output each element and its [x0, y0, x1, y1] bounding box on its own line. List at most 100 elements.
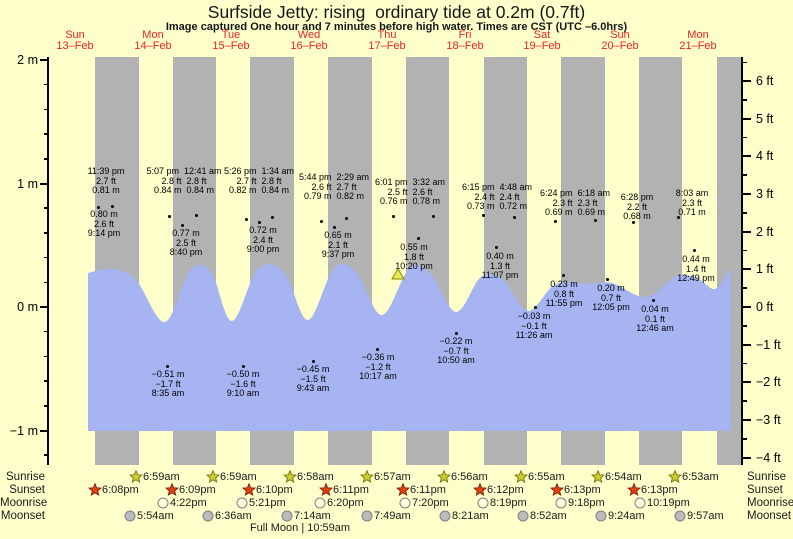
- left-axis-major-tick: [40, 183, 48, 185]
- moonset-time: 7:14am: [294, 510, 331, 522]
- tide-annotation-line: 10:50 am: [437, 355, 475, 365]
- moonset-moon-icon: [674, 510, 686, 522]
- sunset-star-icon: [473, 483, 487, 496]
- tide-annotation-line: 2.7 ft 2.8 ft: [236, 175, 282, 186]
- sunrise-time: 6:56am: [451, 471, 488, 483]
- tide-point-dot: [454, 331, 458, 335]
- tide-annotation-line: 0.80 m: [90, 209, 118, 219]
- day-date: 13–Feb: [56, 40, 94, 52]
- sunset-star-icon: [242, 483, 256, 496]
- tide-annotation-line: 11:55 pm: [545, 298, 583, 308]
- tide-annotation: −0.50 m −1.6 ft 9:10 am: [227, 369, 260, 399]
- sunset-time: 6:13pm: [564, 484, 601, 496]
- tide-annotation-line: 0.20 m: [597, 283, 625, 293]
- sunset-time: 6:08pm: [102, 484, 139, 496]
- tide-annotation: 0.20 m 0.7 ft 12:05 pm: [592, 283, 630, 313]
- left-axis-label: 1 m: [17, 177, 38, 191]
- tide-annotation: 5:07 pm 12:41 am 2.8 ft 2.8 ft 0.84 m 0.84…: [146, 166, 221, 196]
- right-axis-major-tick: [743, 268, 751, 270]
- tide-annotation: 6:24 pm 6:18 am 2.3 ft 2.3 ft 0.69 m 0.69 …: [540, 188, 610, 218]
- tide-annotation: 6:28 pm 2.2 ft 0.68 m: [620, 192, 654, 222]
- right-axis-minor-tick: [743, 99, 747, 101]
- tide-point-dot: [416, 236, 420, 240]
- moonset-time: 9:24am: [608, 510, 645, 522]
- sunset-time: 6:13pm: [641, 484, 678, 496]
- right-axis-major-tick: [743, 306, 751, 308]
- tide-annotation-line: −0.45 m: [296, 364, 330, 374]
- day-label: Thu 17–Feb: [368, 30, 405, 52]
- tide-annotation: −0.22 m −0.7 ft 10:50 am: [437, 336, 475, 366]
- tide-point-dot: [332, 225, 336, 229]
- tide-annotation: 0.72 m 2.4 ft 9:00 pm: [247, 225, 280, 255]
- tide-point-dot: [533, 305, 537, 309]
- right-axis-minor-tick: [743, 437, 747, 440]
- day-label: Tue 15–Feb: [212, 30, 249, 52]
- tide-annotation-line: 2.4 ft: [252, 234, 273, 245]
- moonrise-time: 10:19pm: [647, 497, 690, 509]
- sunrise-star-icon: [129, 470, 143, 483]
- moonset-time: 5:54am: [137, 510, 174, 522]
- moonrise-moon-icon: [634, 497, 646, 509]
- tide-annotation-line: 0.8 ft: [553, 288, 575, 299]
- day-date: 20–Feb: [601, 40, 639, 52]
- day-name: Mon: [142, 29, 164, 41]
- day-name: Mon: [687, 29, 709, 41]
- tide-annotation-line: −0.1 ft: [521, 320, 547, 331]
- day-name: Fri: [458, 29, 472, 41]
- tide-annotation: 5:44 pm 2:29 am 2.6 ft 2.7 ft 0.79 m 0.82 …: [299, 172, 369, 202]
- sunrise-time: 6:53am: [682, 471, 719, 483]
- tide-annotation: 0.80 m 2.6 ft 9:14 pm: [87, 209, 121, 239]
- right-axis-label: 3 ft: [756, 187, 774, 201]
- moonset-moon-icon: [517, 510, 529, 522]
- tide-annotation-line: 12:46 am: [636, 323, 674, 333]
- tide-annotation-line: 2.3 ft 2.3 ft: [552, 197, 598, 208]
- day-label: Sat 19–Feb: [523, 30, 560, 52]
- tide-point-dot: [375, 347, 379, 351]
- right-axis-label: 0 ft: [756, 300, 774, 314]
- tide-annotation-line: 6:28 pm: [620, 192, 654, 202]
- moonrise-moon-icon: [399, 497, 411, 509]
- tide-annotation-line: 9:14 pm: [87, 228, 121, 238]
- tide-point-dot: [494, 245, 498, 249]
- right-axis-label: −2 ft: [756, 375, 781, 389]
- tide-point-dot: [553, 219, 557, 223]
- tide-annotation-line: 0.76 m 0.78 m: [379, 196, 441, 206]
- sunrise-time: 6:59am: [220, 471, 257, 483]
- tide-point-dot: [631, 220, 635, 224]
- tide-annotation-line: 2.1 ft: [327, 239, 348, 250]
- moonrise-moon-icon: [157, 497, 169, 509]
- tide-point-dot: [96, 205, 100, 209]
- day-name: Wed: [297, 29, 321, 41]
- moonrise-time: 5:21pm: [249, 497, 286, 509]
- tide-point-dot: [270, 215, 274, 219]
- right-axis-label: 1 ft: [756, 262, 774, 276]
- tide-annotation-line: −0.22 m: [439, 336, 473, 346]
- sunrise-time: 6:54am: [605, 471, 642, 483]
- sunset-star-icon: [627, 483, 641, 496]
- tide-annotation-line: 12:05 pm: [592, 302, 630, 312]
- right-axis-minor-tick: [743, 325, 747, 327]
- tide-annotation: −0.03 m −0.1 ft 11:26 am: [516, 311, 553, 341]
- left-axis-minor-tick: [44, 405, 48, 407]
- tide-annotation-line: 1.3 ft: [489, 260, 511, 271]
- tide-annotation: 6:15 pm 4:48 am 2.4 ft 2.4 ft 0.73 m 0.72 …: [462, 182, 532, 212]
- tide-annotation-line: 0.68 m: [623, 211, 651, 221]
- current-time-marker-icon: [391, 268, 405, 280]
- tide-annotation-line: 11:07 pm: [481, 270, 519, 280]
- right-axis-minor-tick: [743, 249, 747, 252]
- moonset-moon-icon: [439, 510, 451, 522]
- row-label-sunrise-right: Sunrise: [747, 471, 786, 483]
- right-axis-major-tick: [743, 344, 751, 346]
- row-label-sunrise: Sunrise: [6, 471, 45, 483]
- left-axis-major-tick: [40, 306, 48, 308]
- moonset-moon-icon: [595, 510, 607, 522]
- left-axis-minor-tick: [44, 207, 48, 209]
- tide-annotation: 0.23 m 0.8 ft 11:55 pm: [545, 279, 583, 309]
- right-axis-major-tick: [743, 457, 751, 459]
- tide-annotation-line: 0.7 ft: [600, 292, 621, 303]
- tide-annotation-line: −1.7 ft: [155, 378, 181, 389]
- left-axis-minor-tick: [44, 158, 48, 160]
- tide-annotation: 0.04 m 0.1 ft 12:46 am: [636, 304, 674, 334]
- right-axis-line: [741, 57, 743, 465]
- tide-annotation-line: 10:17 am: [359, 371, 397, 381]
